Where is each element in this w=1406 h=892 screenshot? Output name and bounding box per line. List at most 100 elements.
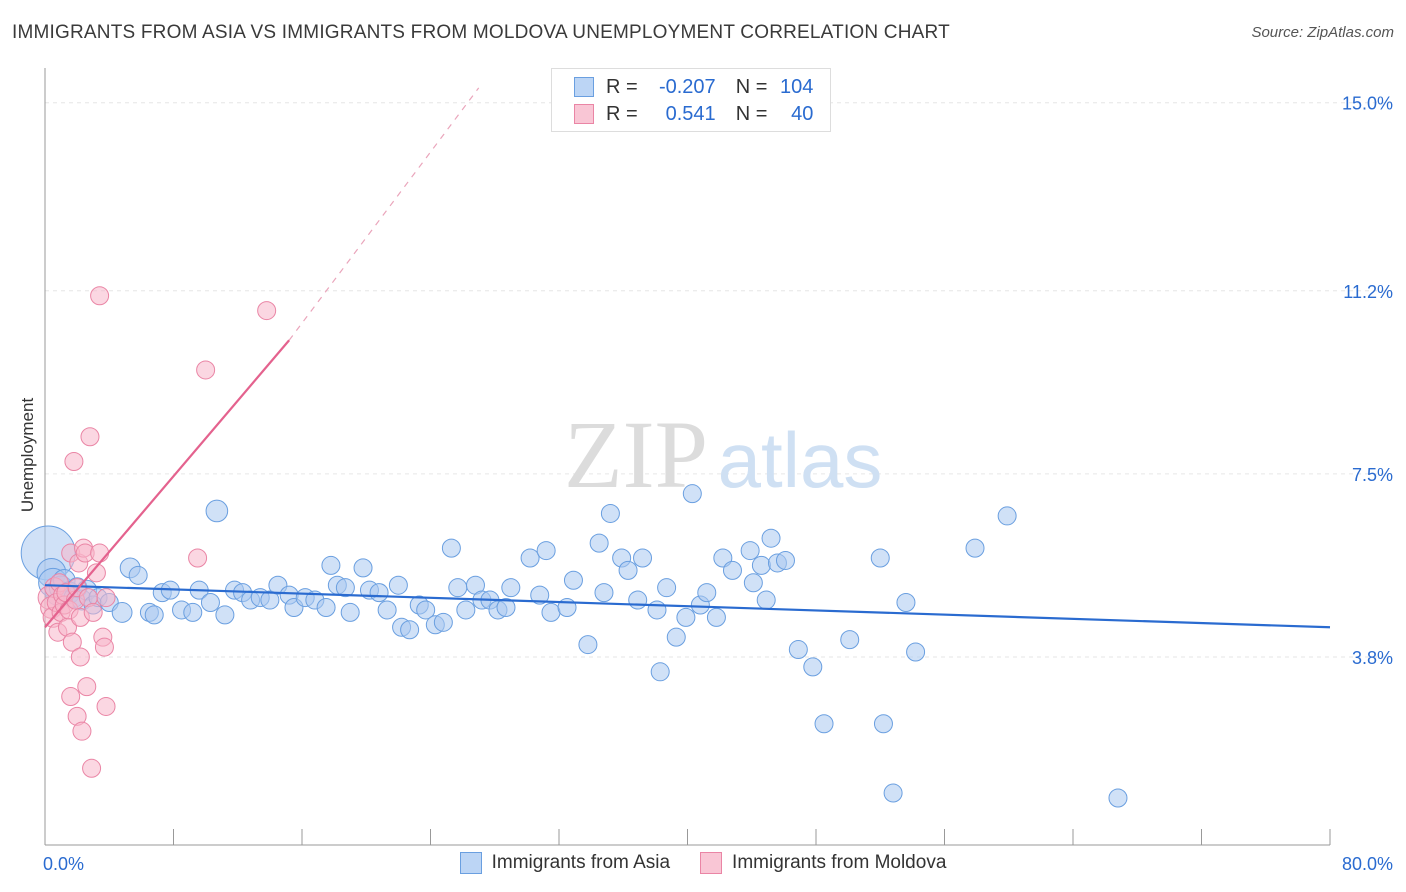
data-point-moldova (62, 632, 82, 652)
data-point-asia (722, 560, 742, 580)
data-point-moldova (70, 647, 90, 667)
data-point-asia (400, 620, 420, 640)
data-point-asia (594, 583, 614, 603)
tick-labels: 3.8% 7.5% 11.2% 15.0% 0.0% 80.0% (43, 94, 1393, 874)
data-point-asia (369, 583, 389, 603)
data-point-asia (578, 635, 598, 655)
data-point-moldova (188, 548, 208, 568)
data-point-asia (706, 607, 726, 627)
data-point-asia (666, 627, 686, 647)
data-point-moldova (83, 602, 103, 622)
data-point-moldova (257, 301, 277, 321)
data-point-asia (340, 602, 360, 622)
data-point-asia (618, 560, 638, 580)
data-point-asia (456, 600, 476, 620)
data-point-asia (761, 528, 781, 548)
source-label: Source: ZipAtlas.com (1251, 24, 1394, 41)
y-tick-label: 11.2% (1343, 282, 1393, 302)
data-point-asia (751, 555, 771, 575)
y-axis-label: Unemployment (18, 397, 37, 513)
legend-r-label: R = (606, 102, 638, 125)
data-point-asia (441, 538, 461, 558)
data-point-asia (633, 548, 653, 568)
data-point-asia (906, 642, 926, 662)
data-point-asia (600, 503, 620, 523)
data-point-asia (803, 657, 823, 677)
data-point-asia (965, 538, 985, 558)
series-legend: Immigrants from Asia Immigrants from Mol… (0, 852, 1406, 874)
chart-title: IMMIGRANTS FROM ASIA VS IMMIGRANTS FROM … (12, 22, 950, 43)
data-point-asia (316, 597, 336, 617)
legend-swatch-asia (574, 77, 594, 97)
data-point-asia (183, 602, 203, 622)
data-point-asia (205, 499, 229, 523)
data-point-asia (657, 578, 677, 598)
x-tick-label-max: 80.0% (1342, 854, 1393, 874)
trend-line-moldova (44, 339, 290, 628)
data-point-moldova (90, 286, 110, 306)
data-point-asia (388, 575, 408, 595)
legend-r-value-asia: -0.207 (658, 75, 716, 98)
legend-label-asia: Immigrants from Asia (491, 852, 671, 873)
data-point-asia (496, 597, 516, 617)
legend-r-value-moldova: 0.541 (665, 102, 716, 125)
legend-swatch-moldova (574, 104, 594, 124)
data-point-moldova (96, 696, 116, 716)
legend-r-label: R = (606, 75, 638, 98)
trend-lines (44, 87, 1331, 629)
data-point-asia (563, 570, 583, 590)
data-point-asia (840, 630, 860, 650)
data-point-asia (448, 578, 468, 598)
legend-row-moldova: R = 0.541 N = 40 (574, 102, 813, 126)
watermark-atlas: atlas (718, 416, 883, 504)
legend-item-asia[interactable]: Immigrants from Asia (459, 852, 671, 874)
legend-swatch-asia (459, 852, 482, 874)
data-point-asia (788, 640, 808, 660)
data-point-moldova (80, 427, 100, 447)
correlation-legend: R = -0.207 N = 104 R = 0.541 N = 40 (551, 68, 831, 132)
data-point-asia (814, 714, 834, 734)
data-point-moldova (90, 543, 110, 563)
data-point-asia (377, 600, 397, 620)
data-point-asia (883, 783, 903, 803)
data-point-moldova (96, 588, 116, 608)
data-point-asia (589, 533, 609, 553)
data-point-moldova (61, 687, 81, 707)
data-point-moldova (64, 452, 84, 471)
data-point-asia (873, 714, 893, 734)
legend-swatch-moldova (700, 852, 723, 874)
data-point-asia (647, 600, 667, 620)
data-point-asia (628, 590, 648, 610)
data-point-asia (1108, 788, 1128, 808)
data-point-asia (144, 605, 164, 625)
data-point-asia (353, 558, 373, 578)
data-point-asia (520, 548, 540, 568)
data-point-asia (650, 662, 670, 682)
data-point-asia (740, 541, 760, 561)
axes (44, 68, 1331, 846)
data-point-asia (416, 600, 436, 620)
data-point-asia (530, 585, 550, 605)
y-tick-label: 15.0% (1342, 94, 1393, 114)
watermark: ZIP atlas (564, 401, 882, 508)
data-point-asia (682, 484, 702, 504)
data-point-moldova (82, 758, 102, 778)
legend-item-moldova[interactable]: Immigrants from Moldova (700, 852, 946, 874)
data-point-asia (870, 548, 890, 568)
data-point-asia (743, 573, 763, 593)
data-point-asia (997, 506, 1017, 526)
x-tick-label-min: 0.0% (43, 854, 84, 874)
data-point-asia (775, 550, 795, 570)
y-tick-label: 7.5% (1352, 465, 1393, 485)
series-moldova-points (37, 286, 277, 778)
legend-label-moldova: Immigrants from Moldova (732, 852, 947, 873)
data-point-asia (433, 612, 453, 632)
data-point-asia (335, 578, 355, 598)
trend-line-moldova-extension (288, 87, 480, 341)
data-point-asia (541, 602, 561, 622)
data-point-asia (321, 555, 341, 575)
data-point-moldova (196, 360, 216, 380)
data-point-moldova (94, 637, 114, 657)
data-point-asia (536, 541, 556, 561)
data-point-asia (200, 593, 220, 613)
